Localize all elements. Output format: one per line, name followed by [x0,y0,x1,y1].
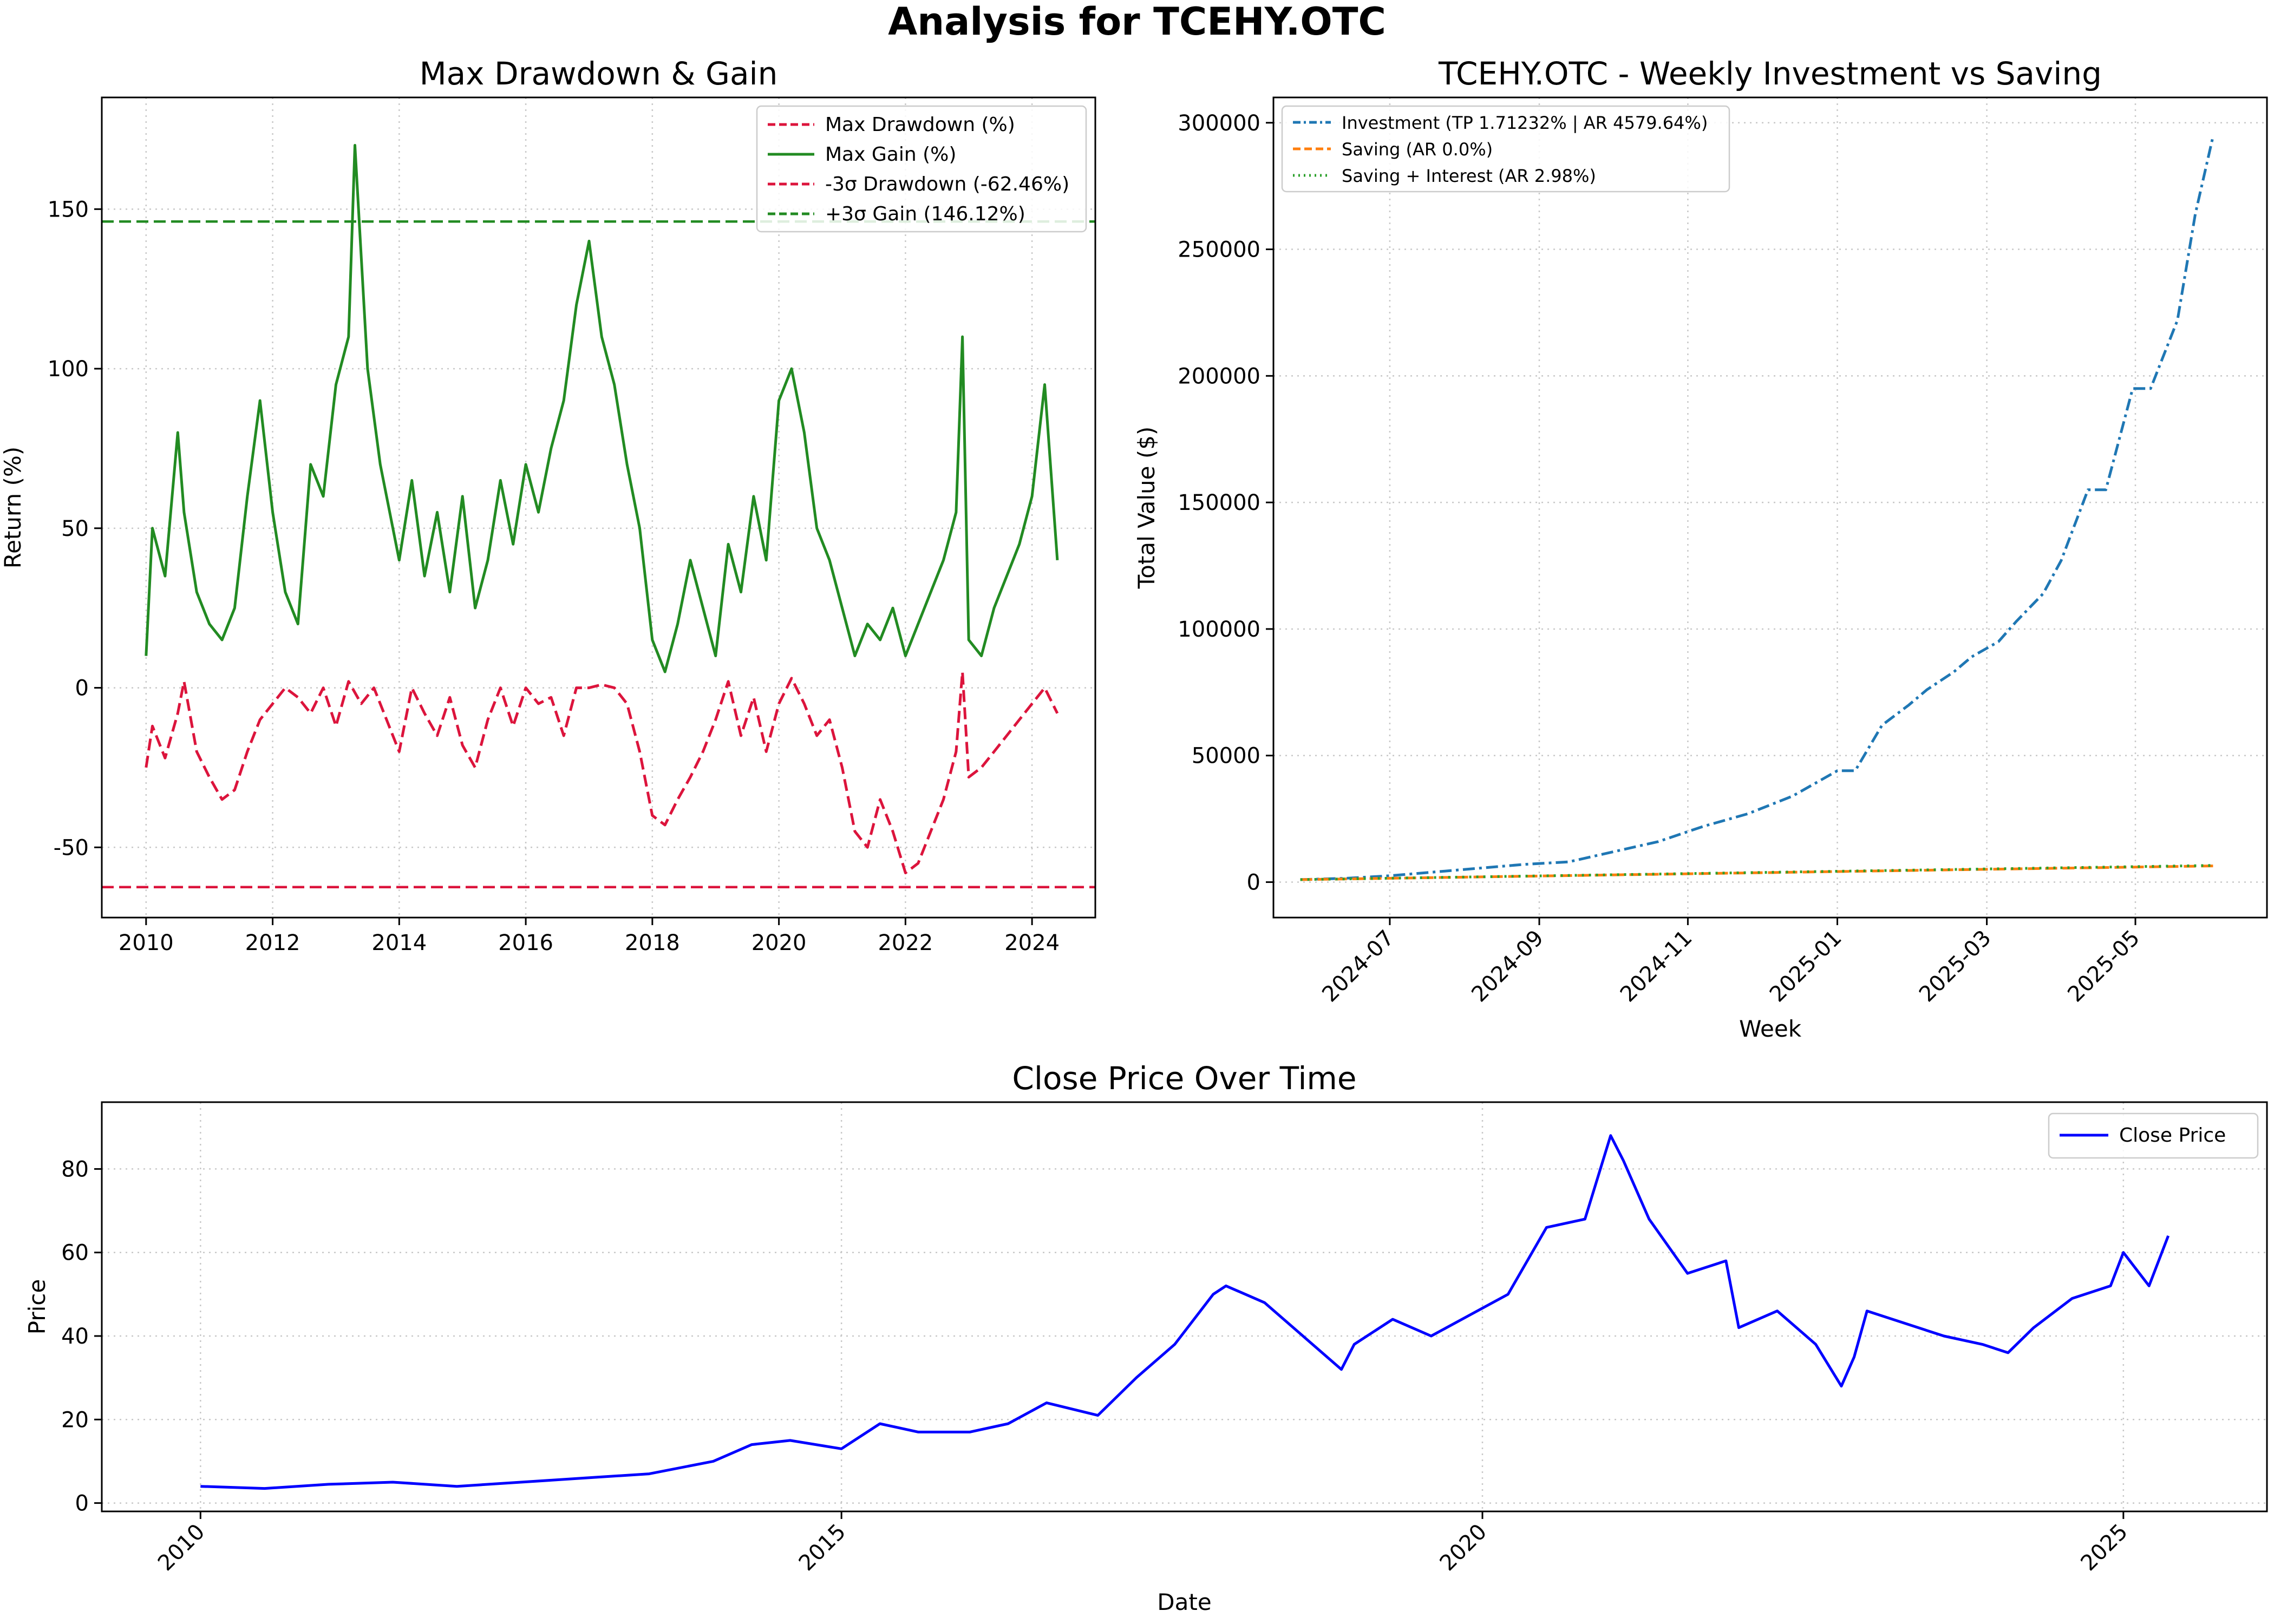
x-tick-label: 2025-03 [1914,926,1996,1007]
legend-label: +3σ Gain (146.12%) [825,203,1025,225]
series-line [200,1134,2170,1490]
x-tick-label: 2016 [498,931,553,955]
y-tick-label: 0 [75,1491,89,1516]
drawdown-panel: 2010 2012 2014 2016 2018 2020 2022 2024 -50 0 50 10… [0,55,1096,955]
axes-frame [101,96,1096,919]
legend-box [2048,1112,2259,1159]
y-tick-label: 20 [61,1407,89,1432]
y-tick-label: 100 [48,357,89,382]
axes-frame [1272,96,2268,919]
legend-label: Max Drawdown (%) [825,114,1015,136]
x-tick-label: 2015 [794,1520,851,1576]
legend-box [1281,105,1730,193]
y-tick-label: 100000 [1178,617,1260,642]
investment-panel: 2024-07 2024-09 2024-11 2025-01 2025-03 2025-… [1133,55,2268,1042]
x-tick-label: 2024-07 [1317,926,1399,1007]
legend-label: Max Gain (%) [825,143,956,166]
x-tick-label: 2014 [371,931,427,955]
legend-label: -3σ Drawdown (-62.46%) [825,173,1069,195]
x-tick-label: 2025 [2076,1520,2133,1576]
x-tick-label: 2020 [1435,1520,1492,1576]
y-axis-label: Total Value ($) [1133,427,1160,590]
series-line [1300,865,2213,881]
series-line [145,143,1059,673]
legend-box [756,105,1087,233]
legend-label: Saving + Interest (AR 2.98%) [1342,166,1596,186]
y-tick-label: 50000 [1192,744,1260,769]
x-tick-label: 2010 [153,1520,210,1576]
x-tick-label: 2020 [752,931,807,955]
x-tick-label: 2025-01 [1765,926,1847,1007]
x-tick-label: 2018 [625,931,680,955]
y-tick-label: 60 [61,1241,89,1266]
y-tick-label: 300000 [1178,111,1260,136]
y-tick-label: 150000 [1178,490,1260,515]
x-tick-label: 2024-09 [1467,926,1548,1007]
axes-frame [101,1101,2268,1512]
y-tick-label: 80 [61,1157,89,1182]
figure-title: Analysis for TCEHY.OTC [888,0,1386,44]
y-tick-label: 0 [75,676,89,701]
legend-label: Investment (TP 1.71232% | AR 4579.64%) [1342,113,1708,133]
x-tick-label: 2024 [1004,931,1060,955]
y-tick-label: 200000 [1178,364,1260,389]
x-tick-label: 2024-11 [1616,926,1697,1007]
y-axis-label: Price [24,1279,50,1334]
y-tick-label: -50 [54,835,89,860]
y-tick-label: 0 [1247,870,1260,895]
chart-title: Close Price Over Time [1012,1060,1356,1097]
legend-label: Saving (AR 0.0%) [1342,139,1493,160]
legend-label: Close Price [2119,1124,2226,1147]
x-axis-label: Date [1157,1589,1211,1615]
x-tick-label: 2010 [119,931,174,955]
y-tick-label: 50 [61,516,89,541]
x-tick-label: 2022 [878,931,933,955]
y-tick-label: 250000 [1178,238,1260,263]
series-line [1300,864,2213,881]
chart-title: Max Drawdown & Gain [420,55,778,92]
x-tick-label: 2012 [245,931,300,955]
x-tick-label: 2025-05 [2063,926,2145,1007]
series-line [145,670,1059,874]
y-axis-label: Return (%) [0,447,26,568]
close-price-panel: 2010 2015 2020 2025 0 20 40 60 80 Close Price Ove… [24,1060,2268,1615]
y-tick-label: 40 [61,1324,89,1349]
x-axis-label: Week [1739,1016,1802,1042]
y-tick-label: 150 [48,197,89,222]
chart-title: TCEHY.OTC - Weekly Investment vs Saving [1438,55,2102,92]
series-line [1300,135,2215,881]
